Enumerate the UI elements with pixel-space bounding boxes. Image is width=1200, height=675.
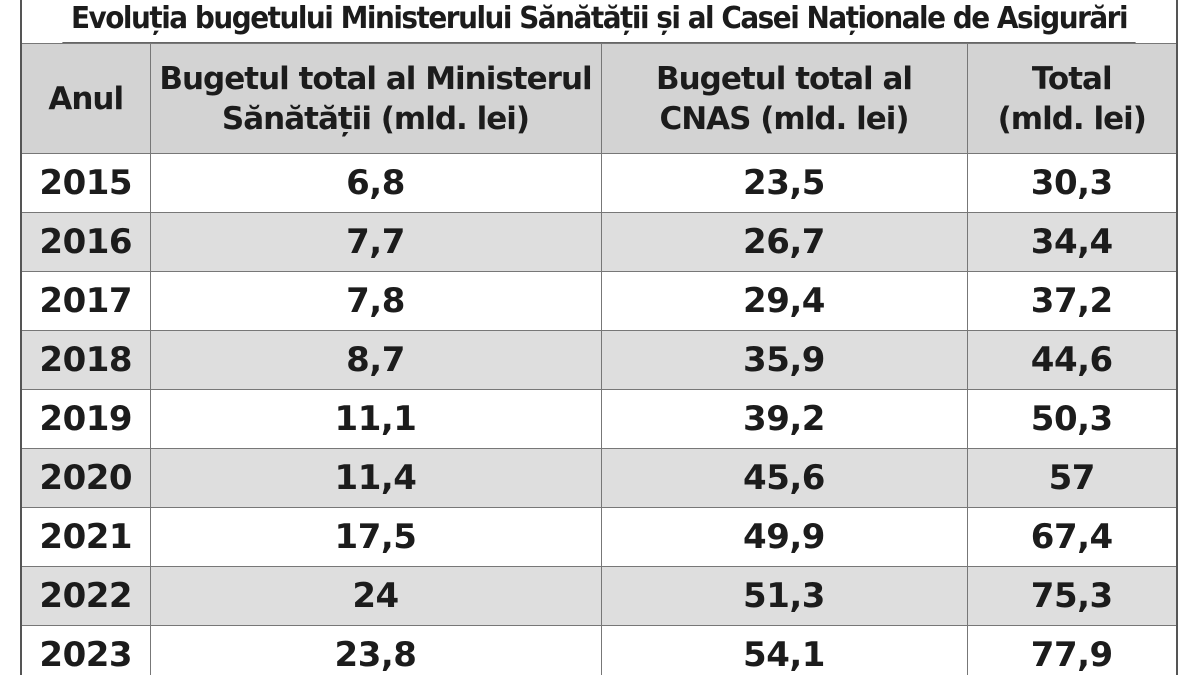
cell-ministry: 8,7 (149, 330, 602, 390)
header-total: Total (mld. lei) (966, 43, 1176, 154)
cell-total: 57 (966, 448, 1176, 508)
cell-cnas: 54,1 (600, 625, 968, 675)
header-cnas-line2: CNAS (mld. lei) (659, 100, 909, 137)
table-row: 2021 17,5 49,9 67,4 (22, 507, 1176, 567)
cell-total: 77,9 (966, 625, 1176, 675)
cell-year: 2022 (22, 566, 151, 626)
table-title: Evoluția bugetului Ministerului Sănătăți… (62, 0, 1136, 43)
header-cnas-line1: Bugetul total al (655, 60, 913, 97)
cell-cnas: 51,3 (600, 566, 968, 626)
header-total-line1: Total (1031, 60, 1113, 97)
table-row: 2015 6,8 23,5 30,3 (22, 153, 1176, 213)
table-row: 2023 23,8 54,1 77,9 (22, 625, 1176, 675)
cell-year: 2019 (22, 389, 151, 449)
cell-year: 2021 (22, 507, 151, 567)
header-year: Anul (22, 43, 151, 154)
table-row: 2020 11,4 45,6 57 (22, 448, 1176, 508)
table-row: 2017 7,8 29,4 37,2 (22, 271, 1176, 331)
cell-ministry: 24 (149, 566, 602, 626)
cell-ministry: 17,5 (149, 507, 602, 567)
budget-table-document: Evoluția bugetului Ministerului Sănătăți… (20, 0, 1178, 675)
cell-total: 44,6 (966, 330, 1176, 390)
table-row: 2016 7,7 26,7 34,4 (22, 212, 1176, 272)
header-ministry-line2: Sănătății (mld. lei) (221, 100, 530, 137)
cell-total: 50,3 (966, 389, 1176, 449)
cell-total: 75,3 (966, 566, 1176, 626)
table-row: 2019 11,1 39,2 50,3 (22, 389, 1176, 449)
header-ministry-line1: Bugetul total al Ministerul (159, 60, 592, 97)
header-total-line2: (mld. lei) (997, 100, 1147, 137)
cell-cnas: 23,5 (600, 153, 968, 213)
cell-ministry: 11,4 (149, 448, 602, 508)
cell-total: 34,4 (966, 212, 1176, 272)
cell-year: 2015 (22, 153, 151, 213)
header-row: Anul Bugetul total al Ministerul Sănătăț… (22, 43, 1176, 154)
cell-ministry: 7,7 (149, 212, 602, 272)
cell-cnas: 39,2 (600, 389, 968, 449)
cell-total: 37,2 (966, 271, 1176, 331)
cell-cnas: 35,9 (600, 330, 968, 390)
cell-year: 2018 (22, 330, 151, 390)
cell-ministry: 11,1 (149, 389, 602, 449)
cell-total: 30,3 (966, 153, 1176, 213)
header-cnas: Bugetul total al CNAS (mld. lei) (600, 43, 968, 154)
cell-cnas: 49,9 (600, 507, 968, 567)
cell-cnas: 29,4 (600, 271, 968, 331)
cell-year: 2020 (22, 448, 151, 508)
header-ministry: Bugetul total al Ministerul Sănătății (m… (149, 43, 602, 154)
cell-year: 2016 (22, 212, 151, 272)
header-year-label: Anul (48, 80, 124, 117)
cell-year: 2023 (22, 625, 151, 675)
cell-ministry: 23,8 (149, 625, 602, 675)
budget-table: Anul Bugetul total al Ministerul Sănătăț… (22, 43, 1176, 675)
cell-ministry: 7,8 (149, 271, 602, 331)
table-row: 2022 24 51,3 75,3 (22, 566, 1176, 626)
table-row: 2018 8,7 35,9 44,6 (22, 330, 1176, 390)
cell-ministry: 6,8 (149, 153, 602, 213)
cell-cnas: 26,7 (600, 212, 968, 272)
cell-year: 2017 (22, 271, 151, 331)
cell-cnas: 45,6 (600, 448, 968, 508)
cell-total: 67,4 (966, 507, 1176, 567)
